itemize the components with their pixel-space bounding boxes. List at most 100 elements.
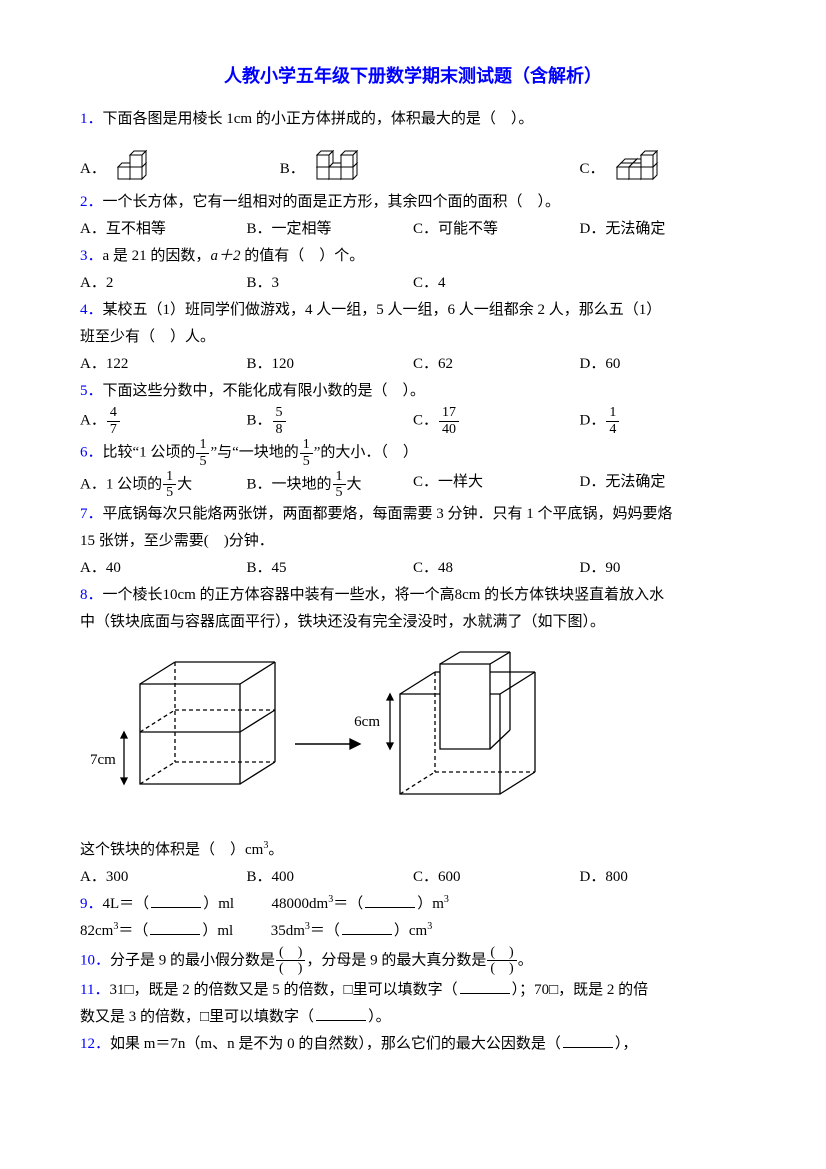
q2-a: A．互不相等	[80, 216, 247, 243]
question-3: 3．a 是 21 的因数，a＋2 的值有（ ）个。	[80, 243, 746, 270]
cubes-c-icon	[611, 139, 689, 183]
q11-t3: 数又是 3 的倍数，□里可以填数字（	[80, 1009, 314, 1025]
q6-t3: ”的大小．（ ）	[314, 445, 418, 461]
q6-a: A．1 公顷的15大	[80, 469, 247, 501]
q8-text1: 一个棱长10cm 的正方体容器中装有一些水，将一个高8cm 的长方体铁块竖直着放…	[103, 587, 665, 603]
q5-d-frac: 14	[606, 405, 619, 437]
q6-d: D．无法确定	[580, 469, 747, 501]
question-4-line1: 4．某校五（1）班同学们做游戏，4 人一组，5 人一组，6 人一组都余 2 人，…	[80, 297, 746, 324]
q2-text: 一个长方体，它有一组相对的面是正方形，其余四个面的面积（ ）。	[103, 194, 561, 210]
q9-p3c: ）ml	[202, 923, 233, 939]
qnum-3: 3．	[80, 248, 103, 264]
cubes-b-icon	[311, 139, 389, 183]
q4-b: B．120	[247, 351, 414, 378]
q10-frac2: ( )( )	[487, 945, 516, 977]
question-1: 1．下面各图是用棱长 1cm 的小正方体拼成的，体积最大的是（ ）。	[80, 106, 746, 133]
q6-b1: B．一块地的	[247, 476, 332, 492]
q1-a-label: A．	[80, 156, 106, 183]
question-6: 6．比较“1 公顷的15”与“一块地的15”的大小．（ ）	[80, 437, 746, 469]
q5-b: B．58	[247, 405, 414, 437]
blank-7	[563, 1033, 613, 1048]
q8-unit: cm	[245, 842, 263, 858]
q6-t1: 比较“1 公顷的	[103, 445, 196, 461]
question-5: 5．下面这些分数中，不能化成有限小数的是（ ）。	[80, 378, 746, 405]
q8-text3r: 。	[268, 842, 283, 858]
question-12: 12．如果 m＝7n（m、n 是不为 0 的自然数），那么它们的最大公因数是（）…	[80, 1031, 746, 1058]
q1-opt-b: B．	[280, 139, 580, 183]
q6-a2: 大	[177, 476, 192, 492]
question-2: 2．一个长方体，它有一组相对的面是正方形，其余四个面的面积（ ）。	[80, 189, 746, 216]
label-6cm: 6cm	[354, 714, 380, 730]
q12-t2: ），	[615, 1036, 638, 1052]
q8-c: C．600	[413, 864, 580, 891]
question-9-row2: 82cm3＝（）ml 35dm3＝（）cm3	[80, 918, 746, 945]
question-7-line1: 7．平底锅每次只能烙两张饼，两面都要烙，每面需要 3 分钟．只有 1 个平底锅，…	[80, 501, 746, 528]
q10-t1: 分子是 9 的最小假分数是	[110, 952, 275, 968]
q5-options: A．47 B．58 C．1740 D．14	[80, 405, 746, 437]
q5-b-label: B．	[247, 413, 272, 429]
q6-b2: 大	[347, 476, 362, 492]
q8-a: A．300	[80, 864, 247, 891]
q11-t4: ）。	[368, 1009, 391, 1025]
q1-opt-a: A．	[80, 139, 280, 183]
q5-b-frac: 58	[273, 405, 286, 437]
q4-text1: 某校五（1）班同学们做游戏，4 人一组，5 人一组，6 人一组都余 2 人，那么…	[103, 302, 662, 318]
qnum-12: 12．	[80, 1036, 110, 1052]
q6-frac1: 15	[196, 437, 209, 469]
q2-options: A．互不相等 B．一定相等 C．可能不等 D．无法确定	[80, 216, 746, 243]
qnum-10: 10．	[80, 952, 110, 968]
q7-text1: 平底锅每次只能烙两张饼，两面都要烙，每面需要 3 分钟．只有 1 个平底锅，妈妈…	[103, 506, 673, 522]
q8-text3l: 这个铁块的体积是（ ）	[80, 842, 245, 858]
q9-p2b: ＝（	[333, 896, 363, 912]
q1-text: 下面各图是用棱长 1cm 的小正方体拼成的，体积最大的是（ ）。	[103, 111, 534, 127]
q5-c-label: C．	[413, 413, 438, 429]
q10-t3: 。	[518, 952, 533, 968]
question-8-line1: 8．一个棱长10cm 的正方体容器中装有一些水，将一个高8cm 的长方体铁块竖直…	[80, 582, 746, 609]
blank-3	[150, 920, 200, 935]
q8-b: B．400	[247, 864, 414, 891]
q5-text: 下面这些分数中，不能化成有限小数的是（ ）。	[103, 383, 426, 399]
qnum-9: 9．	[80, 896, 103, 912]
q3-text1: a 是 21 的因数，	[103, 248, 211, 264]
q5-c-frac: 1740	[439, 405, 459, 437]
q9-p2a: 48000dm	[272, 896, 329, 912]
blank-5	[460, 979, 510, 994]
q7-c: C．48	[413, 555, 580, 582]
qnum-1: 1．	[80, 111, 103, 127]
blank-6	[316, 1006, 366, 1021]
question-10: 10．分子是 9 的最小假分数是( )( )，分母是 9 的最大真分数是( )(…	[80, 945, 746, 977]
q6-options: A．1 公顷的15大 B．一块地的15大 C．一样大 D．无法确定	[80, 469, 746, 501]
q6-frac2: 15	[300, 437, 313, 469]
q6-b-frac: 15	[333, 469, 346, 501]
q9-p4b: ＝（	[310, 923, 340, 939]
question-4-line2: 班至少有（ ）人。	[80, 324, 746, 351]
qnum-7: 7．	[80, 506, 103, 522]
q4-d: D．60	[580, 351, 747, 378]
q6-c: C．一样大	[413, 469, 580, 501]
blank-1	[151, 893, 201, 908]
q7-d: D．90	[580, 555, 747, 582]
q11-t1: 31□，既是 2 的倍数又是 5 的倍数，□里可以填数字（	[109, 982, 457, 998]
q3-b: B．3	[246, 270, 412, 297]
q5-a-label: A．	[80, 413, 106, 429]
question-8-line2: 中（铁块底面与容器底面平行），铁块还没有完全浸没时，水就满了（如下图）。	[80, 609, 746, 636]
q1-opt-c: C．	[579, 139, 746, 183]
q6-t2: ”与“一块地的	[210, 445, 298, 461]
exam-page: 人教小学五年级下册数学期末测试题（含解析） 1．下面各图是用棱长 1cm 的小正…	[0, 0, 826, 1169]
q9-p4c: ）cm	[394, 923, 427, 939]
q9-p1b: ）ml	[203, 896, 234, 912]
question-8-line3: 这个铁块的体积是（ ）cm3。	[80, 837, 746, 864]
q9-p3a: 82cm	[80, 923, 113, 939]
q7-a: A．40	[80, 555, 247, 582]
qnum-11: 11．	[80, 982, 109, 998]
q5-d: D．14	[580, 405, 747, 437]
q10-t2: ，分母是 9 的最大真分数是	[306, 952, 486, 968]
q1-c-label: C．	[579, 156, 604, 183]
question-9-row1: 9．4L＝（）ml 48000dm3＝（）m3	[80, 891, 746, 918]
q9-p2c: ）m	[417, 896, 444, 912]
q6-b: B．一块地的15大	[247, 469, 414, 501]
cubes-a-icon	[112, 139, 170, 183]
q6-a1: A．1 公顷的	[80, 476, 162, 492]
q9-p4a: 35dm	[271, 923, 305, 939]
qnum-5: 5．	[80, 383, 103, 399]
